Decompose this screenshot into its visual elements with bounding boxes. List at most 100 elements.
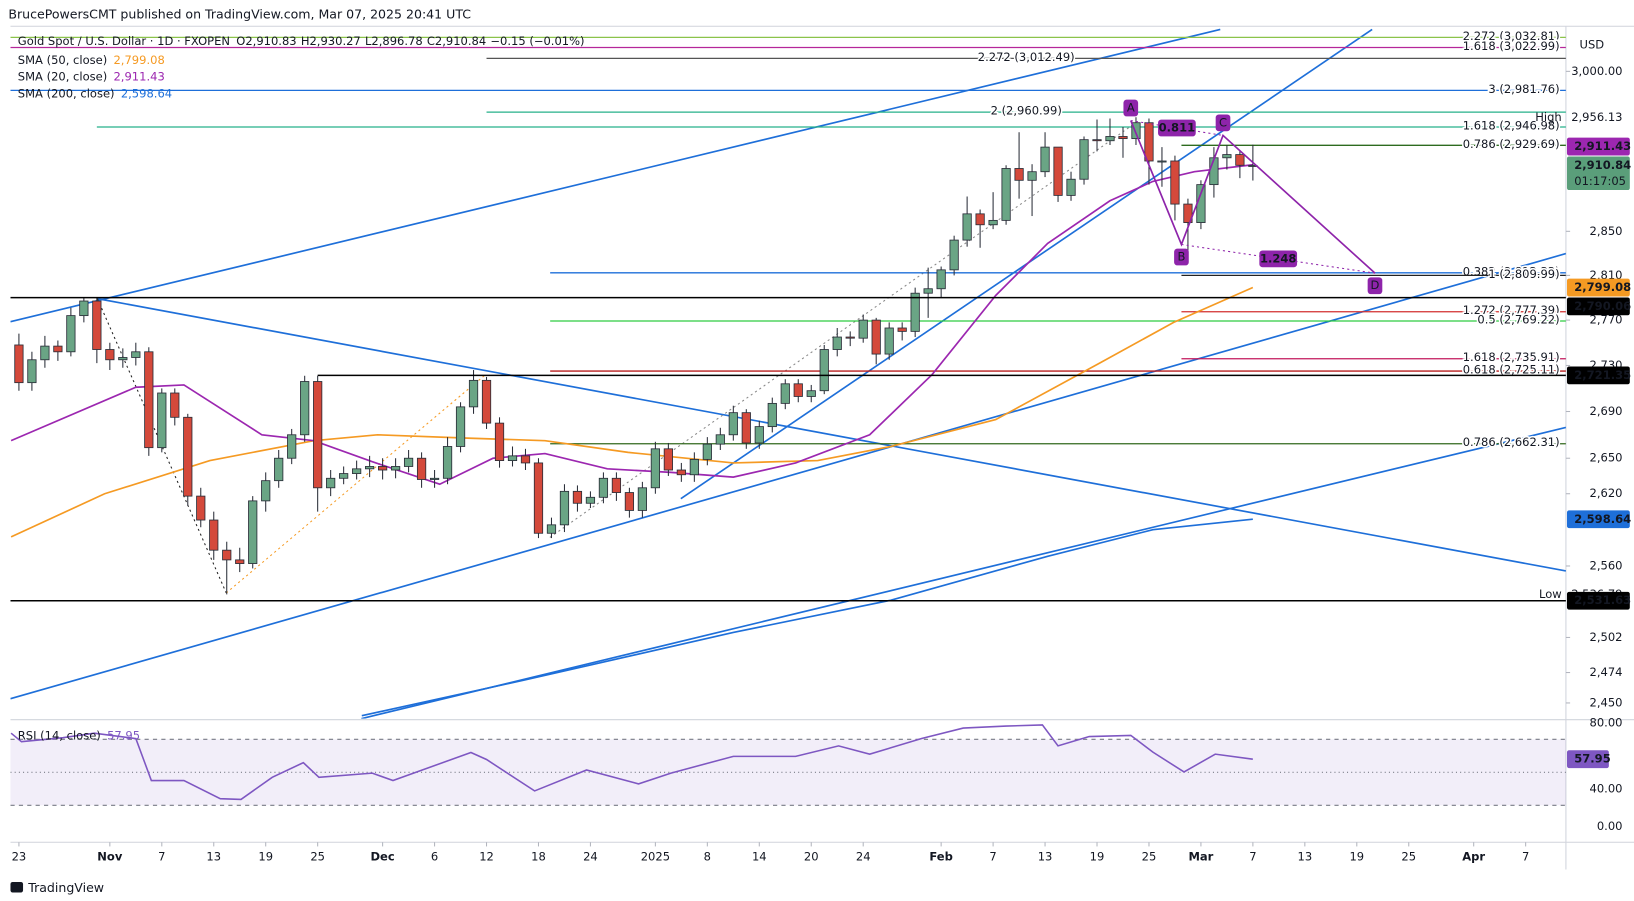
- rsi-tick-label: 40.00: [1590, 781, 1623, 795]
- candle-body: [27, 359, 37, 384]
- point-box: [1367, 277, 1383, 295]
- symbol: Gold Spot / U.S. Dollar · 1D · FXOPEN: [18, 33, 230, 47]
- price-badge: [1566, 137, 1630, 156]
- candle-body: [79, 300, 89, 317]
- price-badge: [1566, 297, 1630, 316]
- candle-body: [949, 239, 959, 271]
- x-tick-label: Apr: [1462, 849, 1485, 863]
- candle-body: [702, 443, 712, 460]
- candle-body: [157, 392, 167, 449]
- candle-body: [559, 490, 570, 526]
- x-tick-label: 7: [1249, 849, 1256, 863]
- candle-body: [832, 336, 842, 350]
- candle-body: [962, 213, 972, 241]
- candle-body: [209, 519, 219, 551]
- x-tick-label: Nov: [97, 849, 123, 863]
- indicator-value: 2,911.43: [113, 69, 164, 83]
- ohlc: H2,930.27: [301, 33, 361, 47]
- candle-body: [1131, 122, 1141, 140]
- fib-label: 2.272 (3,012.49): [978, 50, 1075, 64]
- candle-body: [767, 402, 777, 428]
- candle-body: [352, 468, 362, 474]
- candle-body: [1040, 146, 1050, 173]
- candle-body: [1144, 122, 1154, 162]
- rsi-line: [10, 724, 1253, 801]
- y-tick-label: 2,450: [1590, 695, 1623, 709]
- candle-body: [1170, 160, 1180, 205]
- ohlc: O2,910.83: [236, 33, 296, 47]
- fib-label: 0.618 (2,725.11): [1463, 363, 1560, 377]
- rsi-badge-label: 57.95: [1574, 752, 1610, 766]
- ratio-box: [1158, 119, 1196, 137]
- dotted-line: [549, 123, 1135, 538]
- candle-body: [378, 466, 388, 471]
- price-badge-label: 2,799.08: [1574, 280, 1631, 294]
- candle-body: [429, 477, 440, 480]
- y-tick-label: 2,502: [1590, 630, 1623, 644]
- price-badge: [1566, 278, 1630, 297]
- indicator-name: SMA (200, close): [18, 86, 115, 100]
- indicator-name: SMA (20, close): [18, 69, 107, 83]
- x-tick-label: 12: [479, 849, 494, 863]
- price-badge: [1566, 366, 1630, 385]
- y-tick-label: 2,690: [1590, 404, 1623, 418]
- countdown: 01:17:05: [1574, 174, 1626, 188]
- candle-body: [300, 381, 310, 436]
- indicator-legend: SMA (20, close) 2,911.43: [18, 69, 165, 83]
- ohlc: L2,896.78: [365, 33, 423, 47]
- candle-body: [585, 496, 596, 504]
- pattern-ratio-line: [1181, 243, 1376, 274]
- x-tick-label: 25: [310, 849, 325, 863]
- candle-body: [481, 379, 492, 424]
- x-tick-label: 14: [752, 849, 767, 863]
- candle-body: [170, 392, 180, 418]
- rsi-badge: [1566, 750, 1609, 769]
- candle-body: [1014, 168, 1024, 181]
- candle-body: [222, 549, 232, 561]
- pattern-line: [1130, 120, 1376, 274]
- price-badge-label: 2,790.06: [1574, 299, 1631, 313]
- candle-body: [689, 458, 699, 476]
- candle-body: [871, 319, 881, 355]
- symbol-legend: Gold Spot / U.S. Dollar · 1D · FXOPEN O2,…: [18, 33, 585, 47]
- candle-body: [40, 345, 50, 361]
- x-tick-label: 7: [158, 849, 165, 863]
- y-tick-label: 2,810: [1590, 268, 1623, 282]
- extreme-value: 2,956.13: [1571, 110, 1622, 124]
- candle-body: [390, 466, 401, 471]
- candle-body: [235, 559, 245, 564]
- x-tick-label: 2025: [641, 849, 670, 863]
- price-badge-label: 2,910.84: [1574, 158, 1631, 172]
- logo: [10, 882, 24, 893]
- candle-body: [520, 455, 531, 464]
- fib-label: 2 (2,960.99): [991, 104, 1062, 118]
- candle-body: [897, 327, 907, 332]
- candle-body: [1183, 203, 1193, 223]
- ratio-box: [1259, 250, 1298, 268]
- indicator-name: SMA (50, close): [18, 52, 107, 66]
- candle-body: [1118, 136, 1128, 140]
- dotted-line: [96, 298, 227, 594]
- candle-body: [975, 213, 985, 226]
- candle-body: [53, 345, 63, 353]
- candle-body: [442, 446, 453, 479]
- candle-body: [131, 351, 141, 358]
- candle-body: [1105, 136, 1115, 142]
- price-badge-label: 2,598.64: [1574, 512, 1631, 526]
- candle-body: [572, 490, 583, 504]
- fib-label: 1.618 (2,735.91): [1463, 350, 1560, 364]
- ratio-label: 0.811: [1159, 121, 1195, 135]
- sma-line: [10, 286, 1254, 538]
- candle-body: [1001, 168, 1011, 221]
- candle-body: [365, 466, 375, 470]
- candle-body: [650, 448, 660, 489]
- point-box: [1215, 114, 1231, 132]
- fib-label: 1 (2,809.99): [1488, 267, 1559, 281]
- candle-body: [287, 434, 297, 459]
- x-tick-label: 6: [431, 849, 438, 863]
- price-badge: [1566, 510, 1630, 529]
- candle-body: [183, 416, 193, 497]
- x-tick-label: 13: [1038, 849, 1053, 863]
- y-tick-label: 2,560: [1590, 558, 1623, 572]
- point-box: [1174, 248, 1189, 266]
